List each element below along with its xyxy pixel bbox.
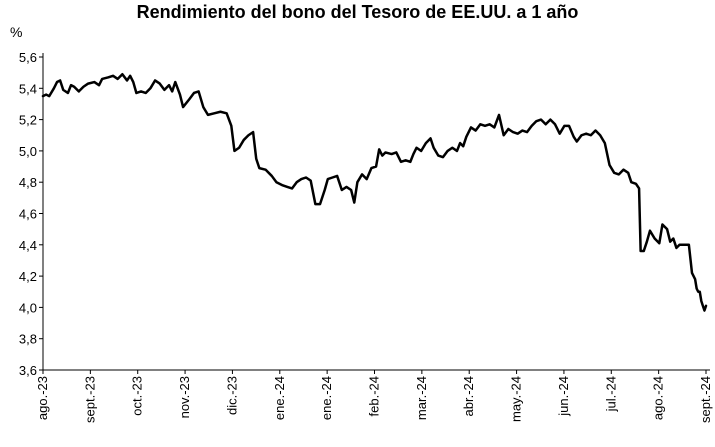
- x-tick-label: ene.-24: [272, 376, 287, 420]
- x-tick-label: dic.-23: [224, 376, 239, 415]
- y-tick-label: 4,2: [19, 269, 37, 284]
- x-tick-label: ago.-24: [651, 376, 666, 420]
- x-tick-label: ago.-23: [35, 376, 50, 420]
- y-tick-label: 5,2: [19, 113, 37, 128]
- x-tick-label: ene.-24: [319, 376, 334, 420]
- x-tick-label: feb.-24: [367, 376, 382, 416]
- series-layer: [41, 72, 708, 312]
- x-tick-label: sept.-24: [698, 376, 713, 423]
- y-tick-label: 5,0: [19, 144, 37, 159]
- y-tick-label: 4,4: [19, 238, 37, 253]
- y-tick-label: 4,6: [19, 207, 37, 222]
- y-tick-label: 3,6: [19, 363, 37, 378]
- x-tick-label: abr.-24: [461, 376, 476, 416]
- series-line-0: [41, 72, 708, 312]
- x-tick-label: jul.-24: [603, 376, 618, 412]
- y-tick-label: 3,8: [19, 332, 37, 347]
- y-tick-label: 4,0: [19, 300, 37, 315]
- x-tick-label: sept.-23: [82, 376, 97, 423]
- x-tick-label: nov.-23: [177, 376, 192, 418]
- x-tick-label: oct.-23: [130, 376, 145, 416]
- y-tick-label: 5,4: [19, 81, 37, 96]
- x-tick-label: mar.-24: [414, 376, 429, 420]
- x-tick-label: may.-24: [509, 376, 524, 422]
- chart-title: Rendimiento del bono del Tesoro de EE.UU…: [136, 2, 579, 22]
- x-axis: ago.-23 sept.-23 oct.-23 nov.-23 dic.-23 ene.…: [35, 369, 713, 423]
- y-tick-label: 4,8: [19, 175, 37, 190]
- x-tick-label: jun.-24: [556, 376, 571, 417]
- y-tick-label: 5,6: [19, 50, 37, 65]
- y-axis: 5,6 5,4 5,2 5,0 4,8 4,6 4,4 4,2 4,0 3,8 3,6: [19, 50, 44, 378]
- y-axis-unit-label: %: [10, 24, 23, 40]
